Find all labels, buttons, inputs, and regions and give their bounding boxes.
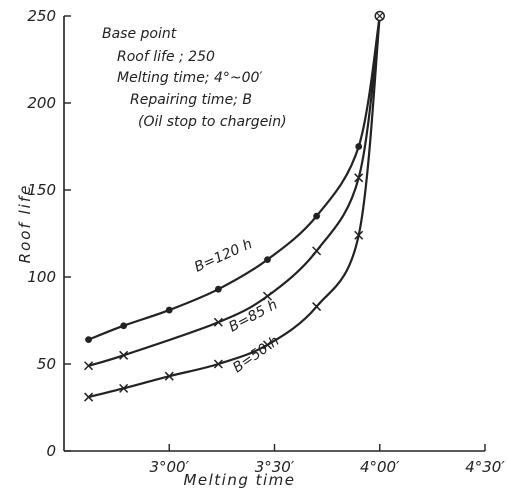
y-tick-label: 0	[46, 442, 56, 460]
annotation-line: Base point	[102, 26, 177, 42]
series-label: B=120 h	[192, 236, 255, 276]
base-point-cross	[376, 12, 384, 20]
data-point	[119, 383, 129, 393]
x-tick-label: 4°30′	[465, 458, 505, 476]
annotation-line: (Oil stop to chargein)	[138, 114, 287, 130]
data-point	[262, 291, 273, 301]
x-tick-label: 3°00′	[149, 458, 189, 476]
data-point	[313, 212, 320, 220]
data-point	[84, 361, 94, 371]
x-axis-title: Melting time	[183, 471, 295, 489]
data-point	[213, 359, 223, 369]
data-point	[354, 230, 364, 240]
y-tick-label: 100	[27, 268, 56, 286]
annotation-line: Roof life ; 250	[117, 49, 215, 65]
data-point	[85, 336, 92, 344]
data-point	[355, 143, 363, 150]
x-tick-label: 3°30′	[255, 458, 295, 476]
series-label: B=85 h	[226, 297, 280, 336]
data-point	[312, 246, 322, 256]
data-point	[214, 285, 222, 293]
data-point	[120, 322, 128, 330]
data-point	[262, 340, 273, 350]
annotation-line: Melting time; 4°~00′	[117, 70, 263, 86]
data-point	[213, 317, 223, 327]
annotation-line: Repairing time; B	[130, 92, 252, 108]
y-tick-label: 50	[37, 355, 56, 373]
data-marks	[84, 10, 385, 402]
x-tick-label: 4°00′	[360, 458, 400, 476]
axes: 0 50 100 150 200 250 3°00′ 3°30′ 4°00′ 4°30′ Melti…	[16, 7, 505, 489]
data-point	[84, 392, 94, 402]
data-point	[165, 306, 173, 314]
data-point	[354, 173, 364, 183]
y-tick-label: 200	[27, 94, 56, 112]
data-point	[312, 302, 322, 312]
series-label: B=50 h	[230, 333, 282, 376]
data-point	[264, 256, 271, 263]
y-tick-label: 250	[27, 7, 56, 25]
y-tick-label: 150	[27, 181, 56, 199]
series-line	[88, 15, 381, 367]
y-axis-title: Roof life	[16, 184, 34, 264]
data-point	[119, 350, 129, 360]
data-point	[164, 371, 174, 381]
